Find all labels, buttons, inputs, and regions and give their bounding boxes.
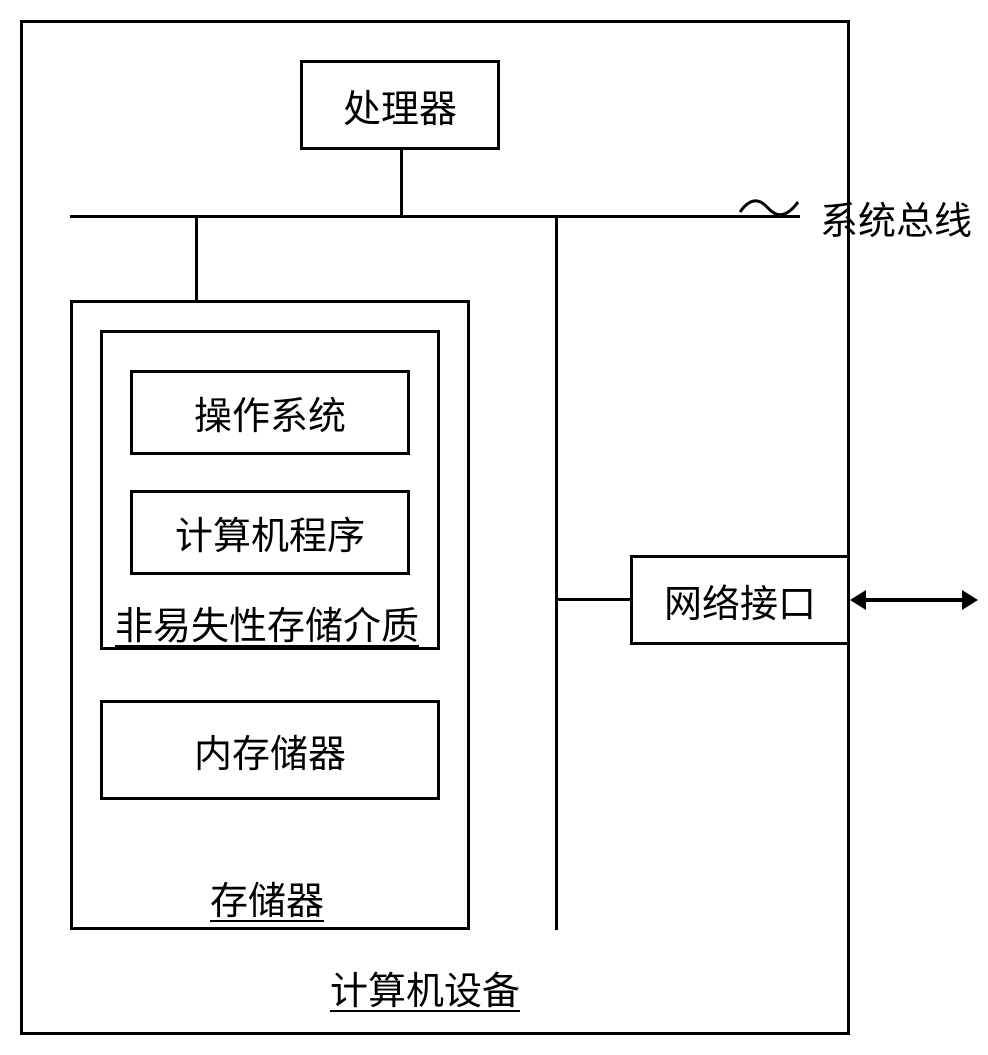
network-arrow-icon	[850, 580, 980, 620]
program-label: 计算机程序	[175, 505, 365, 560]
memory-label: 存储器	[210, 870, 324, 925]
processor-bus-line	[400, 150, 403, 215]
system-bus-line	[70, 215, 800, 218]
bus-memory-line	[195, 215, 198, 300]
network-box: 网络接口	[630, 555, 850, 645]
processor-box: 处理器	[300, 60, 500, 150]
diagram-canvas: 计算机设备 处理器 系统总线 存储器 非易失性存储介质 操作系统 计算机程序 内…	[0, 0, 988, 1055]
system-bus-label: 系统总线	[820, 190, 972, 245]
ram-box: 内存储器	[100, 700, 440, 800]
os-label: 操作系统	[194, 385, 346, 440]
program-box: 计算机程序	[130, 490, 410, 575]
bus-network-hline	[555, 598, 630, 601]
bus-network-vline	[555, 215, 558, 930]
os-box: 操作系统	[130, 370, 410, 455]
network-label: 网络接口	[664, 573, 816, 628]
processor-label: 处理器	[343, 78, 457, 133]
ram-label: 内存储器	[194, 723, 346, 778]
nonvolatile-label: 非易失性存储介质	[115, 595, 419, 650]
bus-squiggle-icon	[740, 188, 810, 228]
computer-device-label: 计算机设备	[330, 960, 520, 1015]
